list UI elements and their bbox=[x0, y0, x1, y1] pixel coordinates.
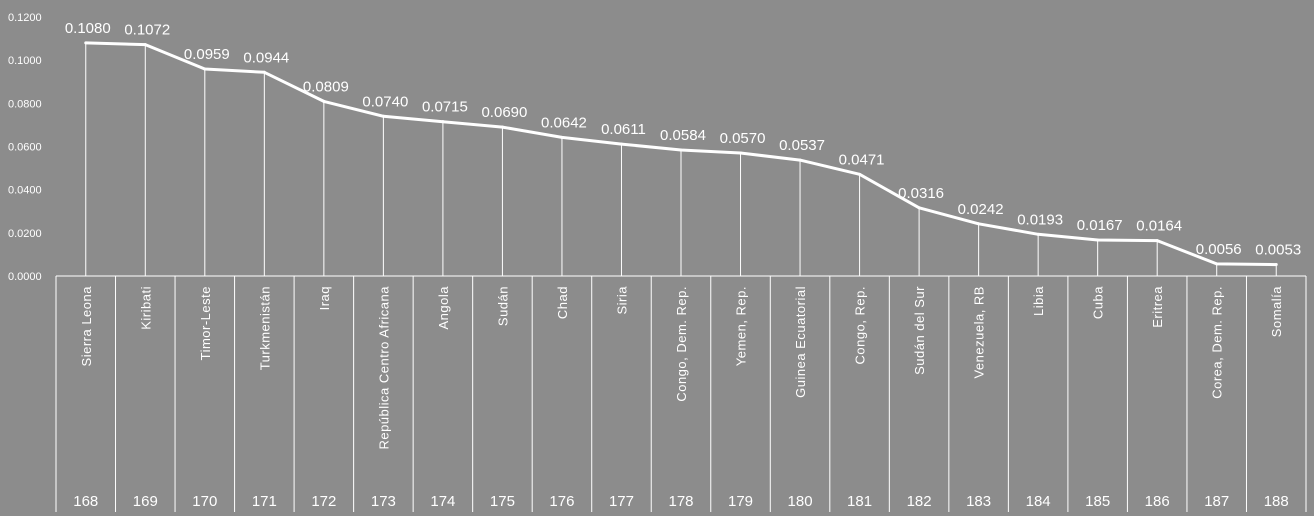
data-point bbox=[679, 148, 683, 152]
category-label: Yemen, Rep. bbox=[734, 286, 749, 366]
value-label: 0.0944 bbox=[243, 49, 289, 66]
data-point bbox=[798, 158, 802, 162]
data-point bbox=[500, 125, 504, 129]
data-point bbox=[441, 120, 445, 124]
value-label: 0.1080 bbox=[65, 20, 111, 37]
value-label: 0.0053 bbox=[1255, 242, 1301, 259]
value-label: 0.0167 bbox=[1077, 217, 1123, 234]
value-label: 0.0715 bbox=[422, 99, 468, 116]
rank-label: 180 bbox=[788, 493, 813, 510]
value-label: 0.0471 bbox=[839, 151, 885, 168]
category-label: Libia bbox=[1031, 286, 1046, 316]
category-label: Corea, Dem. Rep. bbox=[1210, 286, 1225, 399]
rank-label: 174 bbox=[430, 493, 455, 510]
data-point bbox=[1155, 239, 1159, 243]
value-label: 0.0611 bbox=[601, 121, 646, 138]
value-label: 0.1072 bbox=[124, 22, 170, 39]
rank-label: 172 bbox=[311, 493, 336, 510]
drop-lines bbox=[85, 42, 1277, 276]
category-label: Kiribati bbox=[138, 286, 153, 330]
rank-label: 171 bbox=[252, 493, 277, 510]
value-labels: 0.1080 0.1072 0.0959 0.0944 0.0809 0.0740 0.07… bbox=[65, 20, 1301, 259]
y-tick-label: 0.1000 bbox=[8, 55, 42, 67]
y-tick-label: 0.1200 bbox=[8, 12, 42, 24]
category-label: Siria bbox=[614, 286, 629, 315]
data-point bbox=[560, 135, 564, 139]
data-point bbox=[977, 222, 981, 226]
category-label: Somalía bbox=[1269, 286, 1284, 337]
data-point bbox=[1274, 263, 1278, 267]
category-label: Angola bbox=[436, 286, 451, 330]
category-label: Sudán del Sur bbox=[912, 286, 927, 375]
rank-label: 173 bbox=[371, 493, 396, 510]
value-label: 0.0642 bbox=[541, 114, 587, 131]
data-point bbox=[203, 67, 207, 71]
data-point bbox=[1036, 232, 1040, 236]
data-point bbox=[1096, 238, 1100, 242]
data-point bbox=[143, 43, 147, 47]
value-label: 0.0690 bbox=[481, 104, 527, 121]
data-point bbox=[84, 41, 88, 45]
rank-label: 175 bbox=[490, 493, 515, 510]
category-label: Iraq bbox=[317, 286, 332, 310]
value-label: 0.0056 bbox=[1196, 241, 1242, 258]
rank-label: 178 bbox=[668, 493, 693, 510]
category-label: Sierra Leona bbox=[79, 286, 94, 367]
rank-label: 184 bbox=[1026, 493, 1051, 510]
rank-label: 177 bbox=[609, 493, 634, 510]
value-label: 0.0537 bbox=[779, 137, 825, 154]
data-point bbox=[858, 172, 862, 176]
category-label: Cuba bbox=[1091, 286, 1106, 319]
value-label: 0.0242 bbox=[958, 201, 1004, 218]
y-tick-label: 0.0400 bbox=[8, 185, 42, 197]
value-label: 0.0584 bbox=[660, 127, 706, 144]
category-label: Timor-Leste bbox=[198, 286, 213, 360]
rank-label: 181 bbox=[847, 493, 872, 510]
data-point bbox=[619, 142, 623, 146]
data-point bbox=[917, 206, 921, 210]
category-label: Turkmenistán bbox=[257, 286, 272, 370]
category-label: Eritrea bbox=[1150, 286, 1165, 328]
y-tick-label: 0.0600 bbox=[8, 142, 42, 154]
value-label: 0.0316 bbox=[898, 185, 944, 202]
rank-label: 170 bbox=[192, 493, 217, 510]
category-label: Guinea Ecuatorial bbox=[793, 286, 808, 398]
category-label: Sudán bbox=[495, 286, 510, 326]
data-point bbox=[322, 99, 326, 103]
rank-label: 168 bbox=[73, 493, 98, 510]
data-point bbox=[381, 114, 385, 118]
category-label: República Centro Africana bbox=[376, 286, 391, 450]
data-point bbox=[1215, 262, 1219, 266]
value-label: 0.0959 bbox=[184, 46, 230, 63]
rank-label: 183 bbox=[966, 493, 991, 510]
rank-label: 176 bbox=[549, 493, 574, 510]
rank-label: 169 bbox=[133, 493, 158, 510]
value-label: 0.0809 bbox=[303, 78, 349, 95]
y-tick-label: 0.0800 bbox=[8, 98, 42, 110]
category-table: Sierra Leona Kiribati Timor-Leste Turkmenis… bbox=[55, 276, 1307, 512]
data-point bbox=[739, 151, 743, 155]
value-label: 0.0164 bbox=[1136, 218, 1182, 235]
rank-label: 188 bbox=[1264, 493, 1289, 510]
y-tick-label: 0.0000 bbox=[8, 271, 42, 283]
category-label: Congo, Dem. Rep. bbox=[674, 286, 689, 402]
data-point bbox=[262, 70, 266, 74]
category-label: Venezuela, RB bbox=[972, 286, 987, 379]
rank-label: 186 bbox=[1145, 493, 1170, 510]
y-tick-label: 0.0200 bbox=[8, 228, 42, 240]
value-label: 0.0193 bbox=[1017, 211, 1063, 228]
category-label: Congo, Rep. bbox=[853, 286, 868, 365]
rank-label: 179 bbox=[728, 493, 753, 510]
rank-label: 185 bbox=[1085, 493, 1110, 510]
rank-label: 182 bbox=[907, 493, 932, 510]
rank-label: 187 bbox=[1204, 493, 1229, 510]
series-line-group bbox=[84, 41, 1278, 267]
category-label: Chad bbox=[555, 286, 570, 319]
value-label: 0.0740 bbox=[362, 93, 408, 110]
value-label: 0.0570 bbox=[720, 130, 766, 147]
